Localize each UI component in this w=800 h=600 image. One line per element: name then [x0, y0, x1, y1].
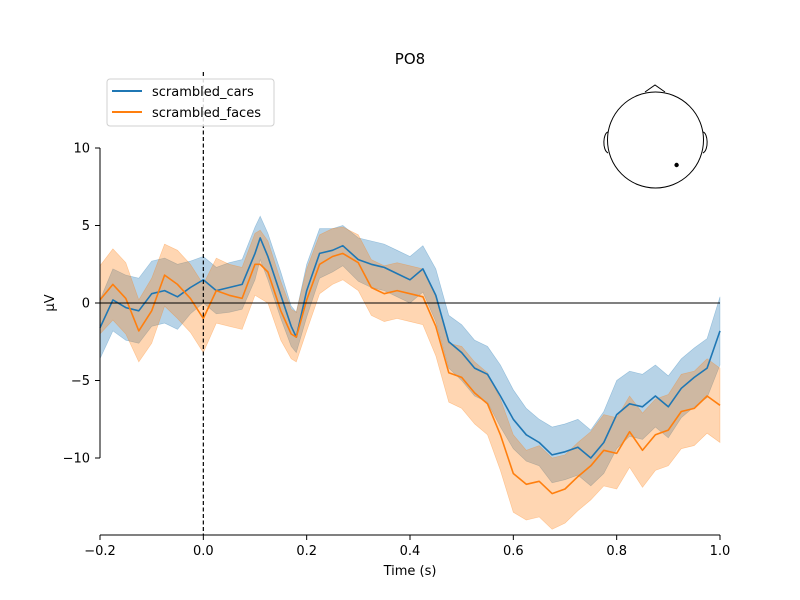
sensor-location-inset — [603, 84, 708, 189]
legend-label-scrambled-cars: scrambled_cars — [152, 85, 254, 100]
x-tick-label: 0.8 — [606, 544, 627, 559]
legend-label-scrambled-faces: scrambled_faces — [152, 106, 261, 121]
x-tick-label: 0.6 — [503, 544, 524, 559]
line-scrambled-faces — [99, 252, 721, 495]
y-tick-label: −5 — [71, 374, 90, 389]
head-left-ear-icon — [603, 131, 609, 154]
head-outline-icon — [607, 91, 704, 189]
x-tick-label: 0.4 — [400, 544, 421, 559]
head-right-ear-icon — [702, 131, 708, 154]
legend: scrambled_cars scrambled_faces — [106, 78, 275, 127]
chart-title: PO8 — [395, 50, 425, 68]
y-axis-title: µV — [43, 294, 58, 311]
line-scrambled-cars — [99, 237, 721, 459]
legend-frame — [106, 78, 275, 127]
y-axis-ticks: 10 5 0 −5 −10 — [63, 142, 100, 467]
y-tick-label: 10 — [73, 142, 90, 157]
electrode-marker — [674, 162, 679, 168]
x-tick-label: 1.0 — [710, 544, 731, 559]
band-scrambled-faces — [99, 226, 721, 530]
y-tick-label: −10 — [63, 452, 90, 467]
x-axis-title: Time (s) — [383, 564, 437, 579]
x-axis-ticks: −0.2 0.0 0.2 0.4 0.6 0.8 1.0 — [84, 535, 730, 559]
x-tick-label: −0.2 — [84, 544, 116, 559]
head-nose-icon — [644, 84, 666, 93]
band-scrambled-cars — [99, 215, 721, 487]
x-tick-label: 0.0 — [193, 544, 214, 559]
x-tick-label: 0.2 — [296, 544, 317, 559]
y-tick-label: 5 — [82, 219, 90, 234]
confidence-bands — [99, 215, 721, 530]
series-lines — [99, 237, 721, 495]
y-tick-label: 0 — [82, 297, 90, 312]
